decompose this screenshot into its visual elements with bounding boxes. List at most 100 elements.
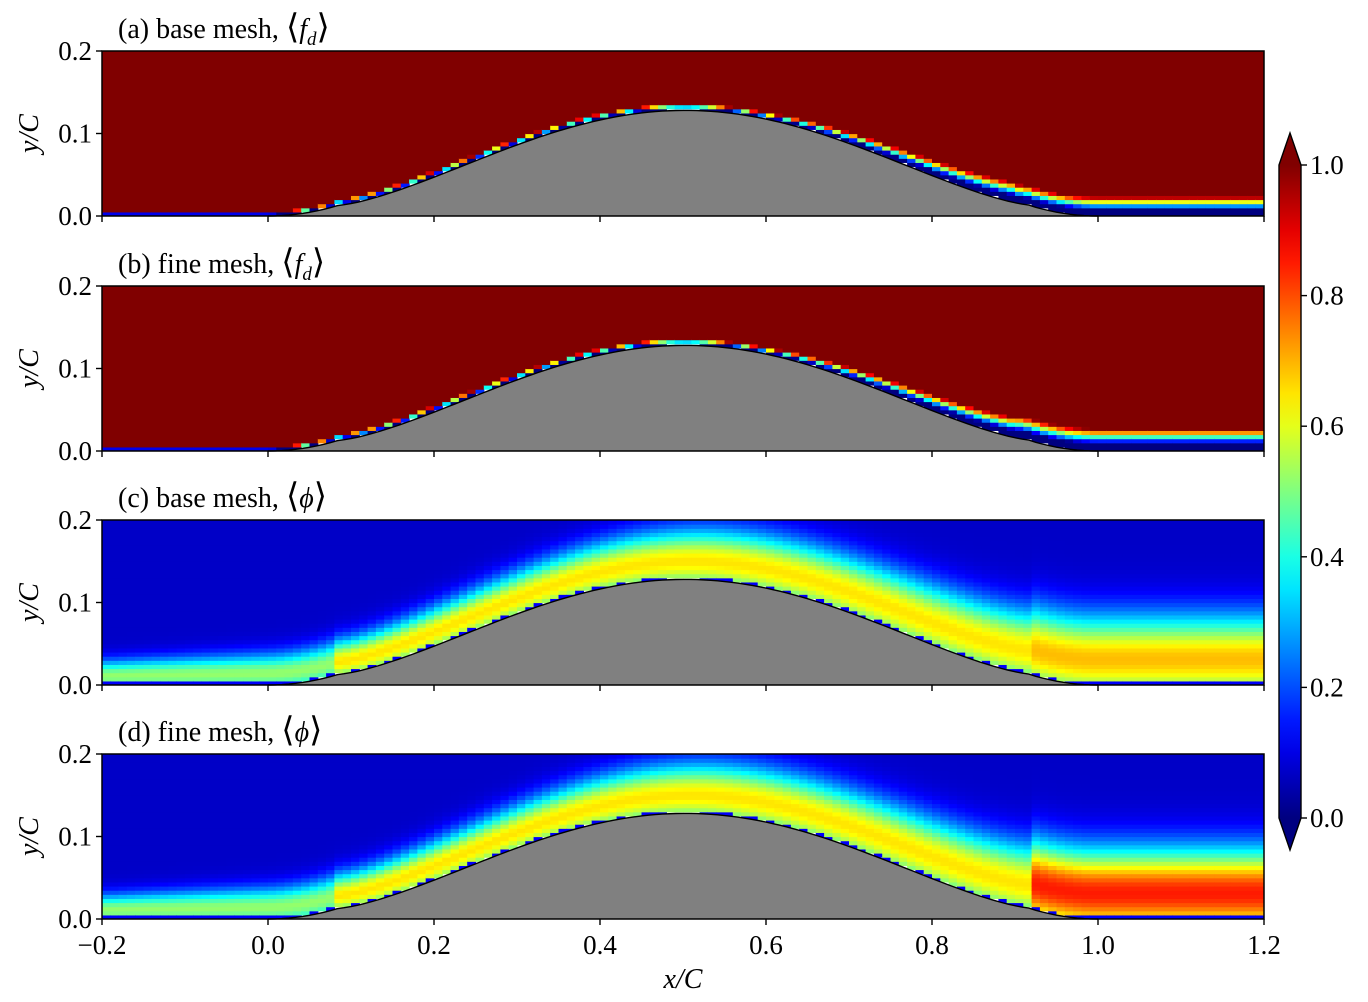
heatmap-cell: [1205, 108, 1215, 114]
heatmap-cell: [699, 79, 709, 85]
heatmap-cell: [209, 67, 219, 73]
heatmap-cell: [1015, 141, 1024, 147]
heatmap-cell: [334, 162, 344, 168]
heatmap-cell: [417, 145, 427, 151]
heatmap-cell: [1164, 162, 1174, 168]
heatmap-cell: [193, 409, 203, 415]
heatmap-cell: [417, 117, 427, 122]
heatmap-cell: [126, 413, 136, 419]
heatmap-cell: [699, 71, 709, 77]
heatmap-cell: [201, 199, 211, 205]
heatmap-cell: [1255, 183, 1264, 188]
heatmap-cell: [1073, 121, 1082, 126]
heatmap-cell: [234, 356, 244, 361]
heatmap-cell: [1205, 129, 1215, 135]
heatmap-cell: [857, 129, 867, 135]
heatmap-cell: [1023, 158, 1033, 163]
heatmap-cell: [359, 129, 369, 135]
heatmap-cell: [209, 385, 219, 390]
heatmap-cell: [168, 207, 178, 213]
heatmap-cell: [384, 75, 394, 81]
heatmap-cell: [1139, 92, 1149, 97]
heatmap-cell: [276, 207, 286, 213]
heatmap-cell: [367, 104, 377, 110]
heatmap-cell: [326, 108, 335, 114]
heatmap-cell: [110, 310, 120, 316]
heatmap-cell: [981, 108, 991, 114]
heatmap-cell: [1081, 71, 1091, 77]
heatmap-cell: [898, 150, 908, 155]
heatmap-cell: [110, 446, 120, 451]
heatmap-cell: [857, 125, 867, 130]
heatmap-cell: [799, 125, 809, 130]
heatmap-cell: [1039, 79, 1049, 85]
heatmap-cell: [317, 75, 327, 81]
heatmap-cell: [616, 96, 626, 102]
heatmap-cell: [1098, 100, 1107, 106]
heatmap-cell: [201, 63, 211, 69]
heatmap-cell: [234, 166, 244, 172]
heatmap-cell: [533, 129, 543, 135]
heatmap-cell: [160, 294, 169, 299]
heatmap-cell: [168, 108, 178, 114]
heatmap-cell: [1089, 199, 1099, 205]
heatmap-cell: [525, 133, 535, 139]
heatmap-cell: [1230, 174, 1240, 180]
heatmap-cell: [1064, 84, 1074, 89]
heatmap-cell: [143, 298, 153, 304]
heatmap-cell: [276, 154, 286, 159]
heatmap-cell: [492, 108, 501, 114]
heatmap-cell: [882, 133, 892, 139]
heatmap-cell: [741, 84, 750, 89]
heatmap-cell: [160, 446, 169, 451]
heatmap-cell: [1189, 211, 1199, 216]
heatmap-cell: [309, 174, 319, 180]
heatmap-cell: [135, 438, 145, 444]
heatmap-cell: [176, 71, 186, 77]
heatmap-cell: [442, 84, 452, 89]
heatmap-cell: [467, 75, 477, 81]
heatmap-cell: [890, 137, 900, 143]
heatmap-cell: [392, 59, 402, 64]
heatmap-cell: [890, 51, 900, 56]
heatmap-cell: [193, 430, 203, 436]
heatmap-cell: [168, 294, 178, 299]
heatmap-cell: [1098, 203, 1107, 209]
heatmap-cell: [434, 117, 443, 122]
heatmap-cell: [450, 162, 460, 168]
heatmap-cell: [218, 187, 228, 192]
heatmap-cell: [1205, 100, 1215, 106]
heatmap-cell: [981, 133, 991, 139]
heatmap-cell: [1056, 170, 1066, 176]
heatmap-cell: [882, 79, 892, 85]
heatmap-cell: [716, 108, 726, 114]
heatmap-cell: [251, 59, 261, 64]
heatmap-cell: [268, 145, 277, 151]
heatmap-cell: [1230, 75, 1240, 81]
heatmap-cell: [334, 88, 344, 93]
heatmap-cell: [102, 314, 111, 320]
heatmap-cell: [450, 125, 460, 130]
heatmap-cell: [209, 51, 219, 56]
heatmap-cell: [102, 413, 111, 419]
heatmap-cell: [674, 79, 684, 85]
heatmap-cell: [185, 397, 194, 403]
heatmap-cell: [151, 150, 161, 155]
heatmap-cell: [209, 84, 219, 89]
heatmap-cell: [176, 376, 186, 382]
heatmap-cell: [815, 59, 825, 64]
heatmap-cell: [940, 59, 950, 64]
heatmap-cell: [292, 104, 302, 110]
heatmap-cell: [1189, 67, 1199, 73]
heatmap-cell: [384, 104, 394, 110]
heatmap-cell: [1048, 100, 1058, 106]
heatmap-cell: [118, 112, 128, 118]
heatmap-cell: [135, 67, 145, 73]
heatmap-cell: [1089, 121, 1099, 126]
heatmap-cell: [849, 125, 858, 130]
heatmap-cell: [126, 335, 136, 341]
heatmap-cell: [1255, 150, 1264, 155]
heatmap-cell: [616, 63, 626, 69]
heatmap-cell: [351, 92, 360, 97]
heatmap-cell: [367, 170, 377, 176]
